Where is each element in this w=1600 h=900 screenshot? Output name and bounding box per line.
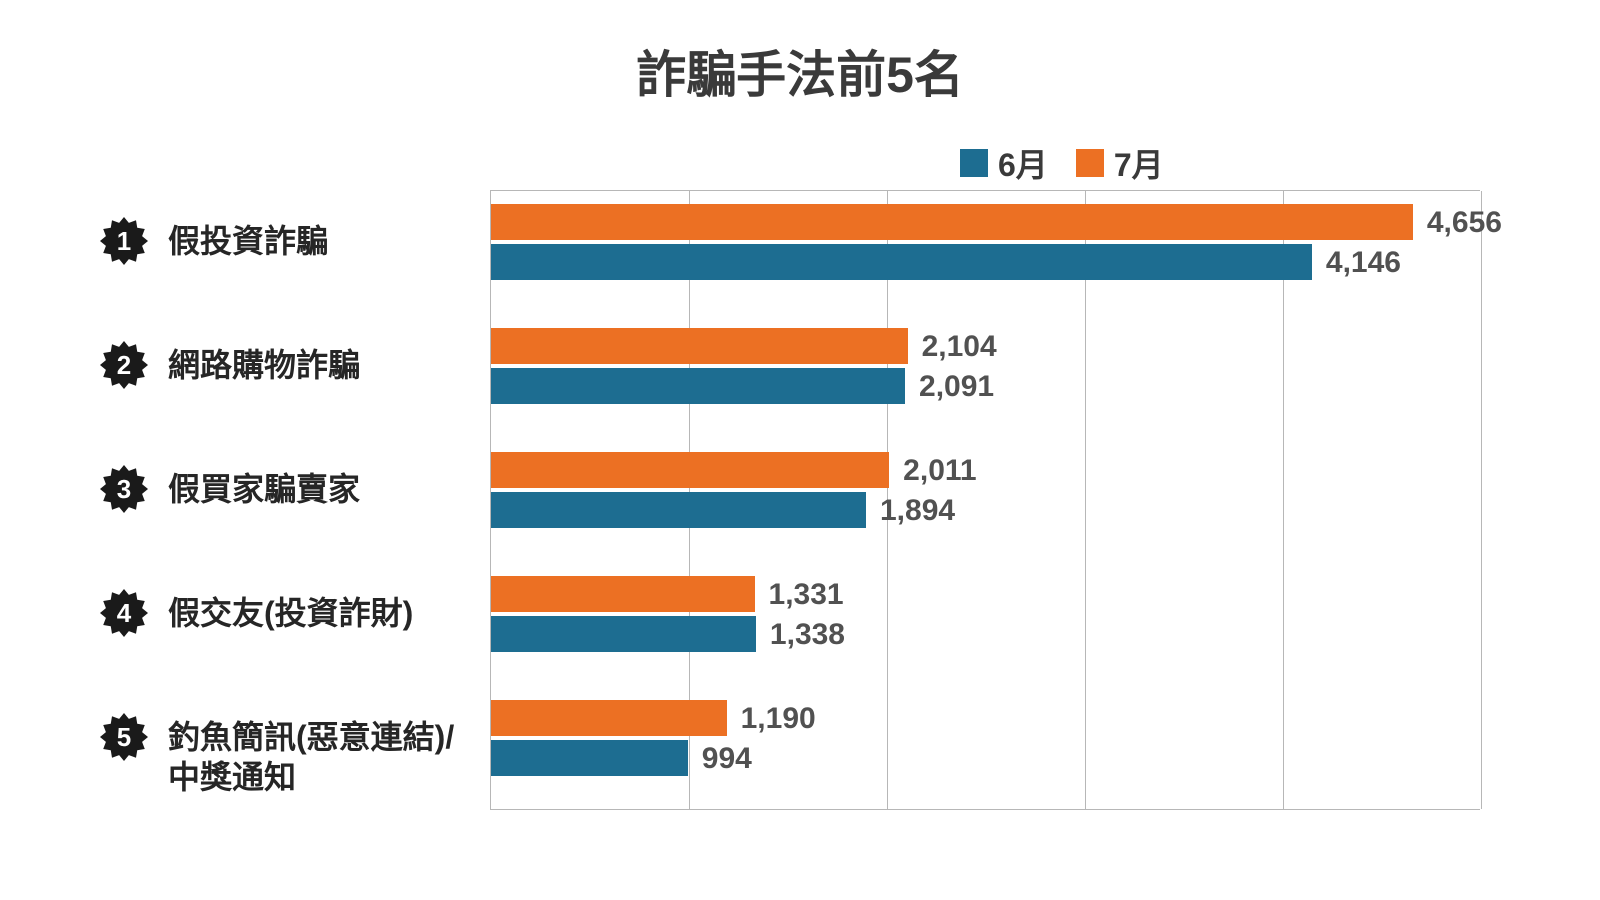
bar-june: [491, 616, 756, 652]
rank-number: 3: [100, 465, 148, 513]
legend-label: 7月: [1114, 140, 1164, 186]
value-label-june: 2,091: [919, 370, 994, 404]
value-label-july: 2,011: [903, 454, 976, 488]
legend-swatch: [960, 149, 988, 177]
rank-number: 2: [100, 341, 148, 389]
value-label-june: 1,894: [880, 494, 955, 528]
bar-july: [491, 328, 908, 364]
legend-item: 6月: [960, 140, 1048, 186]
gridline: [1085, 191, 1086, 809]
chart-title: 詐騙手法前5名: [0, 35, 1600, 107]
rank-badge: 4: [100, 589, 148, 637]
value-label-july: 4,656: [1427, 206, 1502, 240]
gridline: [1283, 191, 1284, 809]
bar-june: [491, 740, 688, 776]
bar-july: [491, 576, 755, 612]
legend: 6月 7月: [960, 140, 1164, 186]
category-label: 釣魚簡訊(惡意連結)/ 中獎通知: [168, 717, 454, 797]
legend-item: 7月: [1076, 140, 1164, 186]
value-label-july: 1,331: [769, 578, 844, 612]
value-label-june: 1,338: [770, 618, 845, 652]
bar-june: [491, 368, 905, 404]
rank-number: 4: [100, 589, 148, 637]
value-label-july: 2,104: [922, 330, 997, 364]
bar-july: [491, 700, 727, 736]
rank-badge: 3: [100, 465, 148, 513]
rank-badge: 5: [100, 713, 148, 761]
category-label: 假投資詐騙: [168, 221, 328, 261]
value-label-july: 1,190: [741, 702, 816, 736]
rank-number: 5: [100, 713, 148, 761]
rank-number: 1: [100, 217, 148, 265]
value-label-june: 4,146: [1326, 246, 1401, 280]
bar-june: [491, 492, 866, 528]
value-label-june: 994: [702, 742, 752, 776]
legend-label: 6月: [998, 140, 1048, 186]
bar-july: [491, 452, 889, 488]
rank-badge: 2: [100, 341, 148, 389]
gridline: [1481, 191, 1482, 809]
bar-july: [491, 204, 1413, 240]
category-label: 假交友(投資詐財): [168, 593, 413, 633]
rank-badge: 1: [100, 217, 148, 265]
legend-swatch: [1076, 149, 1104, 177]
bar-june: [491, 244, 1312, 280]
category-label: 網路購物詐騙: [168, 345, 360, 385]
plot-area: 4,6564,1462,1042,0912,0111,8941,3311,338…: [490, 190, 1480, 810]
category-label: 假買家騙賣家: [168, 469, 360, 509]
